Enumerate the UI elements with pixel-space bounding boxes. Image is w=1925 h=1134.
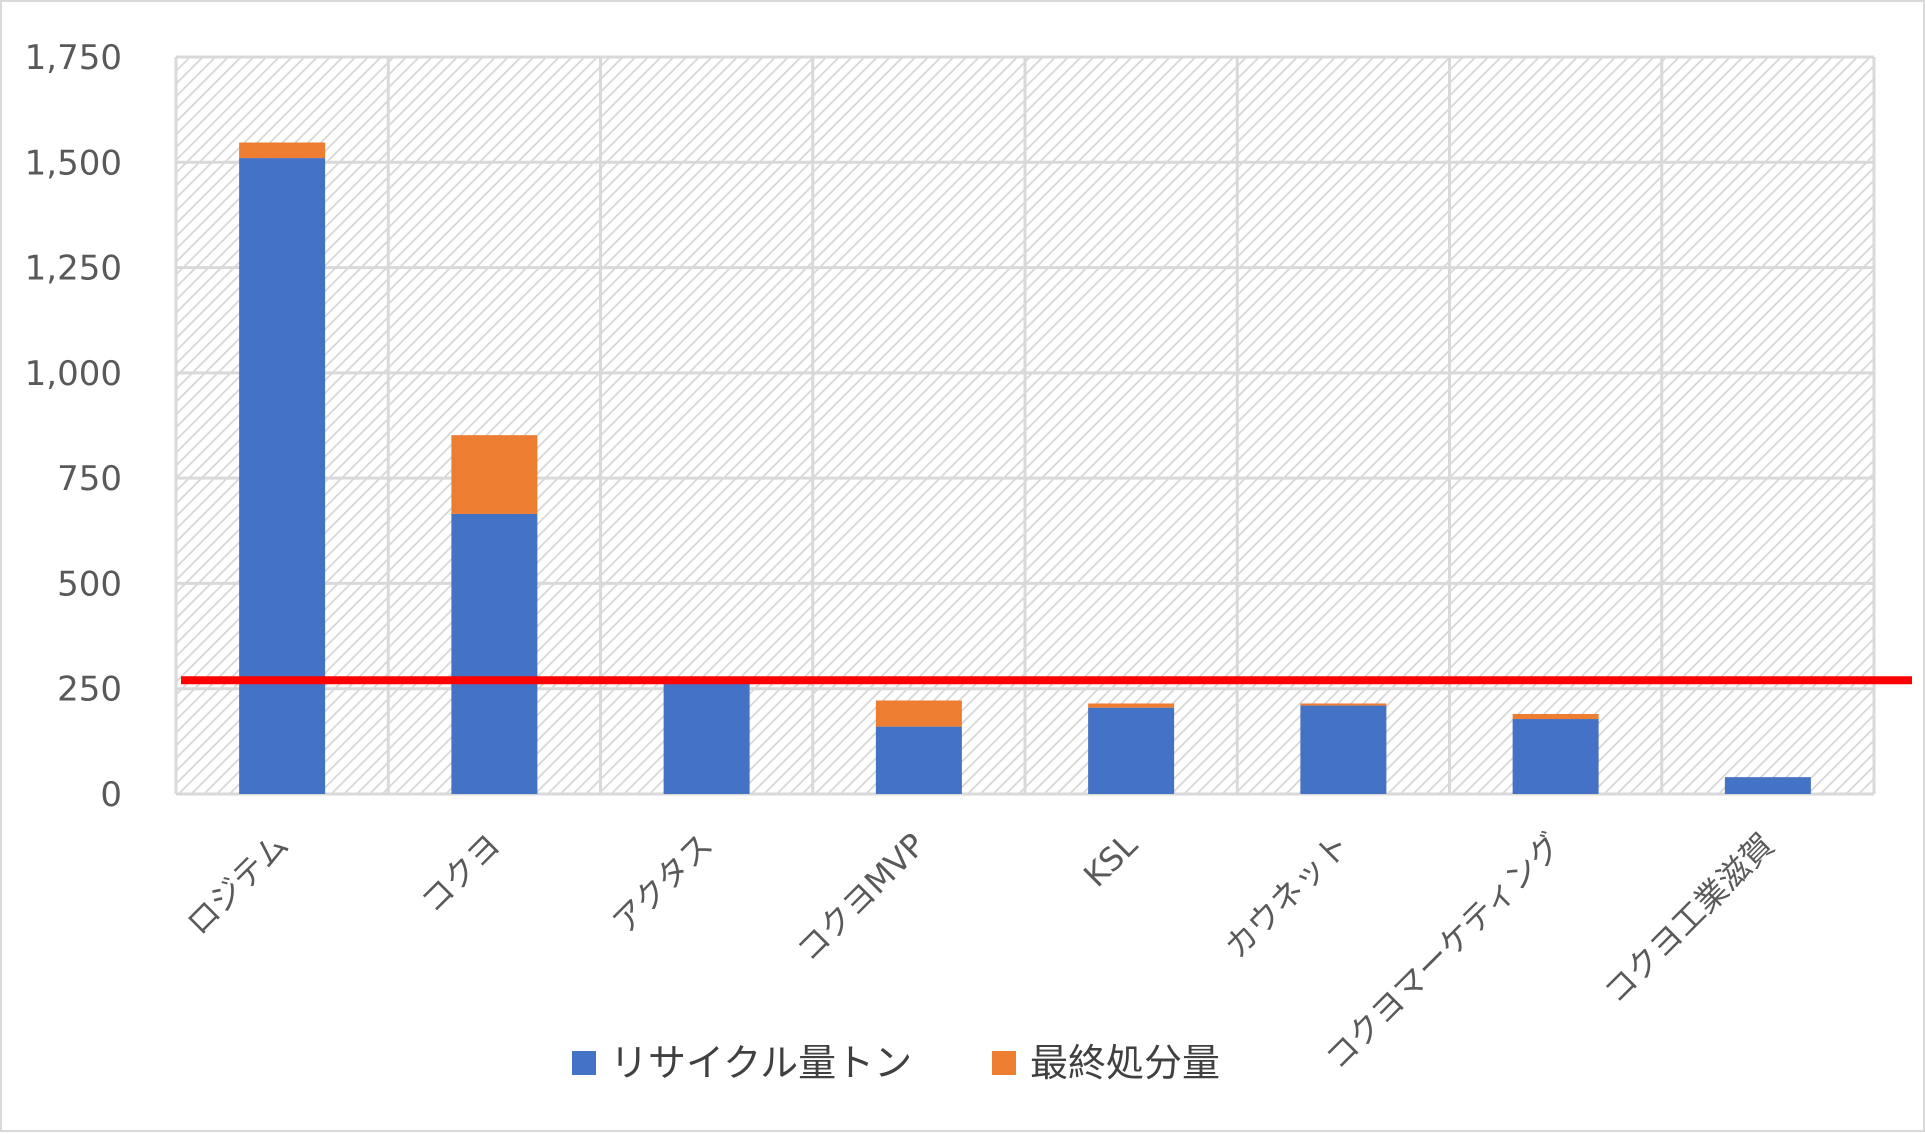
x-category-label: コクヨ <box>413 826 508 921</box>
bar-layer <box>239 142 1811 794</box>
bar-recycle <box>1088 707 1175 794</box>
x-category-label: ロジテム <box>179 826 296 943</box>
x-category-label: アクタス <box>605 826 720 941</box>
legend-swatch <box>572 1051 596 1075</box>
bar-final-disposal <box>451 435 538 514</box>
y-axis-tick-labels: 0 250 500 750 1,000 1,250 1,500 1,750 <box>25 38 122 815</box>
legend: リサイクル量トン 最終処分量 <box>572 1041 1220 1085</box>
bar-recycle <box>1300 705 1387 794</box>
x-category-label: コクヨ工業滋賀 <box>1596 826 1781 1011</box>
y-tick-label: 500 <box>57 564 122 604</box>
legend-swatch <box>992 1051 1016 1075</box>
bar-final-disposal <box>1512 713 1599 720</box>
bar-recycle <box>1512 719 1599 794</box>
y-tick-label: 1,000 <box>25 354 122 394</box>
x-category-label: カウネット <box>1217 826 1357 966</box>
bar-recycle <box>451 513 538 794</box>
bar-final-disposal <box>239 142 326 159</box>
bar-recycle <box>1724 777 1811 794</box>
y-tick-label: 250 <box>57 670 122 710</box>
y-tick-label: 1,500 <box>25 143 122 183</box>
x-category-label: コクヨマーケティング <box>1318 826 1569 1077</box>
y-tick-label: 1,250 <box>25 249 122 289</box>
legend-label: 最終処分量 <box>1030 1041 1220 1085</box>
y-tick-label: 1,750 <box>25 38 122 78</box>
bar-recycle <box>239 158 326 794</box>
legend-label: リサイクル量トン <box>610 1041 912 1085</box>
bar-recycle <box>875 726 962 794</box>
bar-recycle <box>663 680 750 794</box>
x-category-label: KSL <box>1076 826 1145 895</box>
bar-final-disposal <box>1300 703 1387 706</box>
x-category-label: コクヨMVP <box>789 826 932 969</box>
bar-final-disposal <box>1088 703 1175 708</box>
y-tick-label: 0 <box>100 775 122 815</box>
bar-final-disposal <box>875 700 962 727</box>
y-tick-label: 750 <box>57 459 122 499</box>
